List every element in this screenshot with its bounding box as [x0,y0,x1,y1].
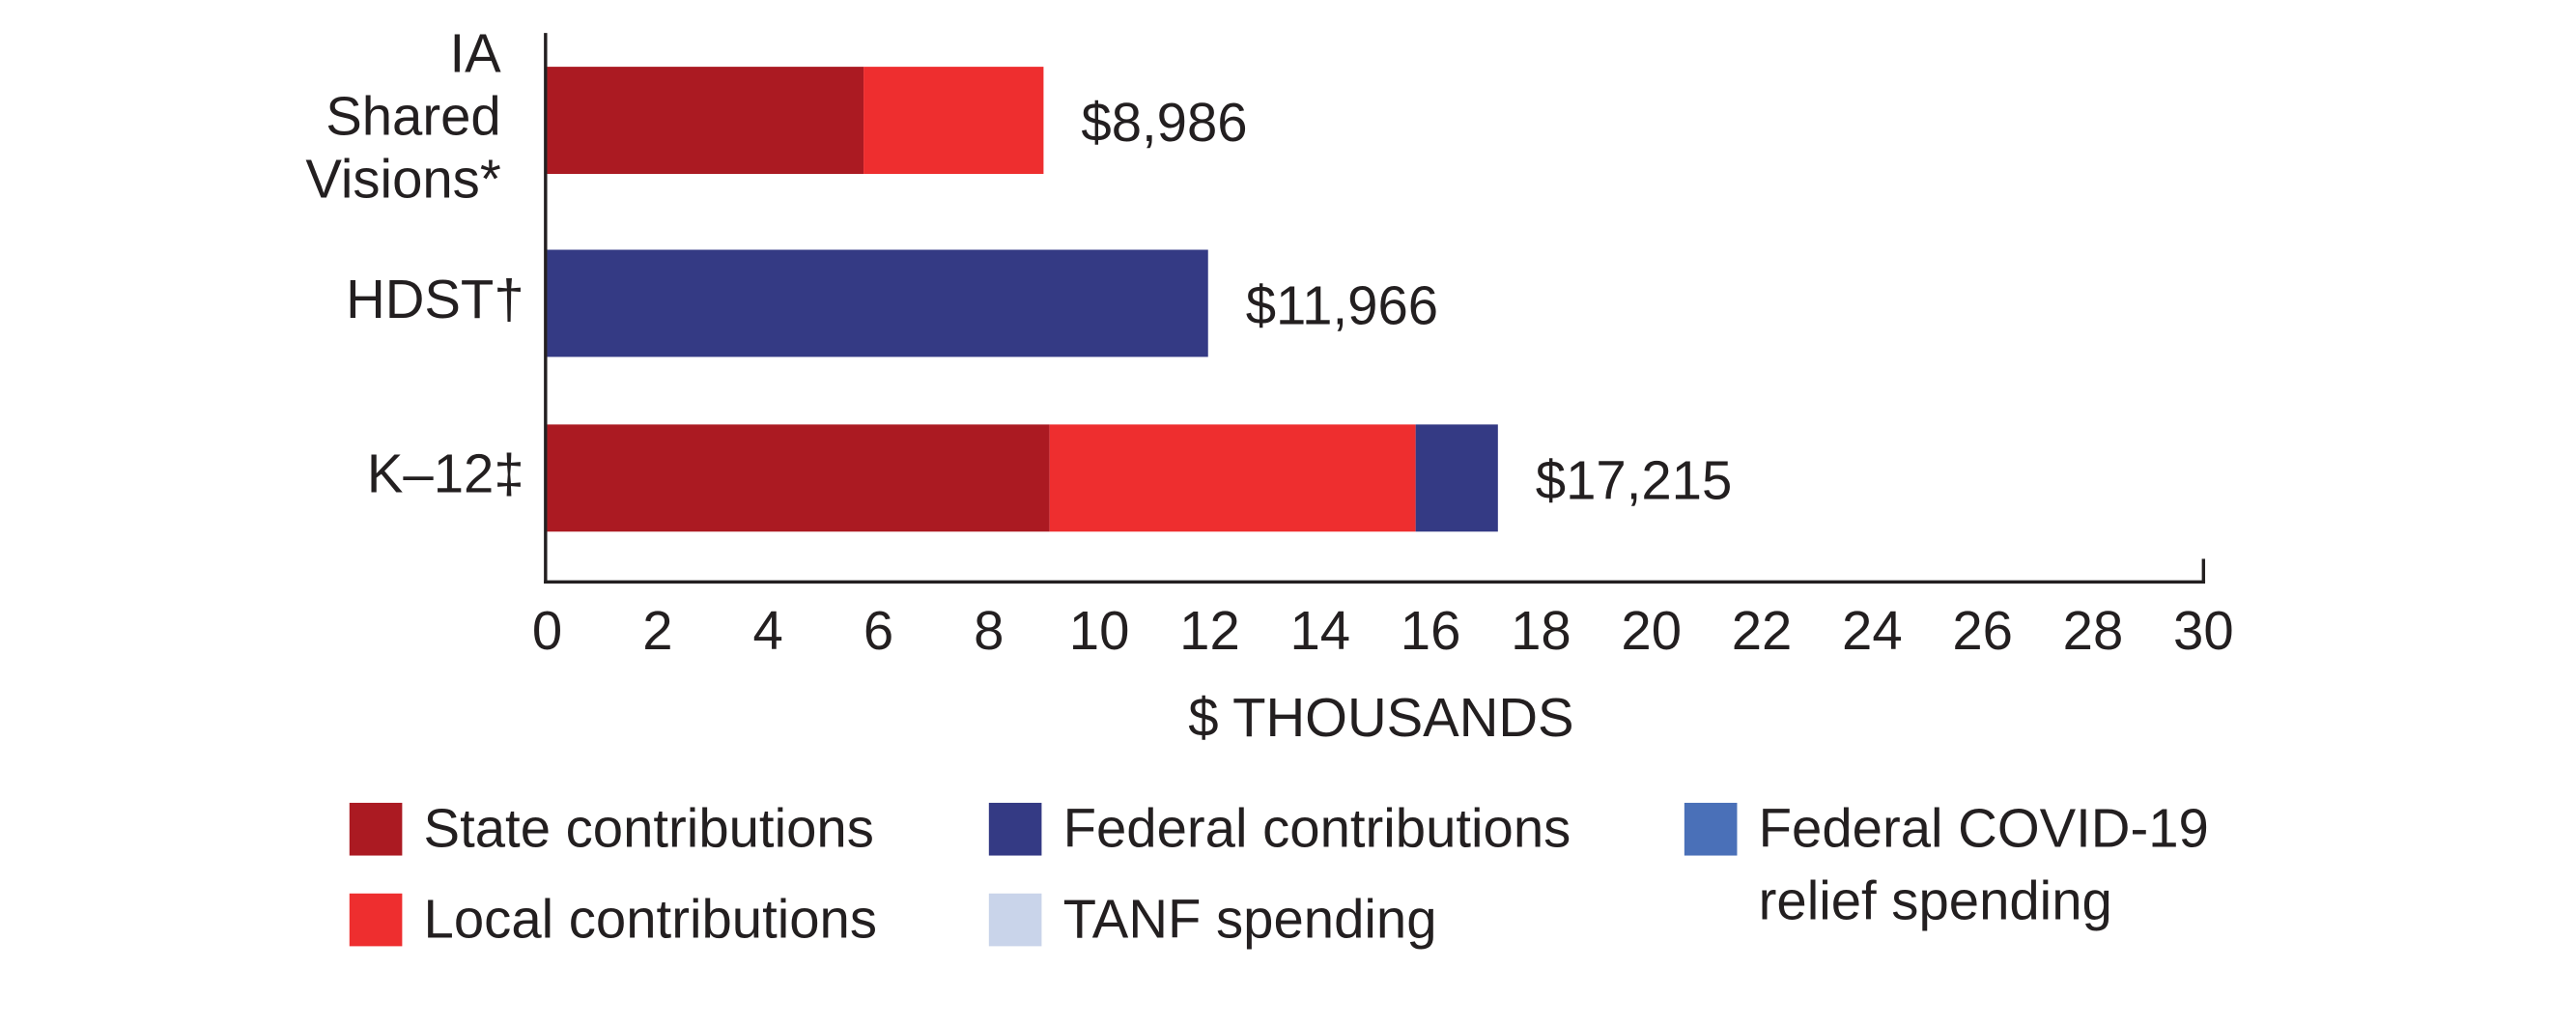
x-tick-label: 2 [642,600,672,661]
legend-label: Local contributions [424,888,877,949]
x-tick-label: 14 [1289,600,1350,661]
x-tick-label: 6 [863,600,893,661]
y-tick-label: IA Shared Visions* [305,23,501,210]
legend-swatch [988,802,1042,856]
legend-label: State contributions [424,798,874,859]
y-tick-label: HDST† [346,269,524,329]
x-tick-label: 18 [1511,600,1571,661]
bar-segment [1415,424,1498,532]
x-tick-label: 30 [2173,600,2234,661]
total-label: $17,215 [1536,450,1733,511]
x-axis-label: $ THOUSANDS [1188,687,1573,748]
legend-label: Federal COVID-19 relief spending [1759,798,2209,931]
bar-segment [547,249,1208,357]
bar-segment [547,424,1050,532]
x-tick-label: 20 [1621,600,1682,661]
x-tick-label: 22 [1732,600,1793,661]
x-tick-label: 24 [1842,600,1903,661]
legend-label: TANF spending [1063,888,1437,949]
y-tick-label: K–12‡ [367,443,524,504]
total-label: $8,986 [1081,92,1247,153]
bar-segment [863,67,1044,175]
x-tick-label: 26 [1952,600,2013,661]
legend-swatch [988,893,1042,947]
bar-segment [1049,424,1416,532]
legend-swatch [349,893,403,947]
x-tick-label: 8 [974,600,1004,661]
x-tick-label: 10 [1069,600,1130,661]
x-tick-label: 4 [753,600,783,661]
x-tick-label: 0 [532,600,562,661]
x-tick-label: 12 [1179,600,1240,661]
total-label: $11,966 [1246,275,1438,336]
x-tick-label: 16 [1401,600,1461,661]
legend-label: Federal contributions [1063,798,1571,859]
x-tick-label: 28 [2063,600,2124,661]
legend-swatch [349,802,403,856]
bar-segment [547,67,864,175]
legend-swatch [1684,802,1738,856]
